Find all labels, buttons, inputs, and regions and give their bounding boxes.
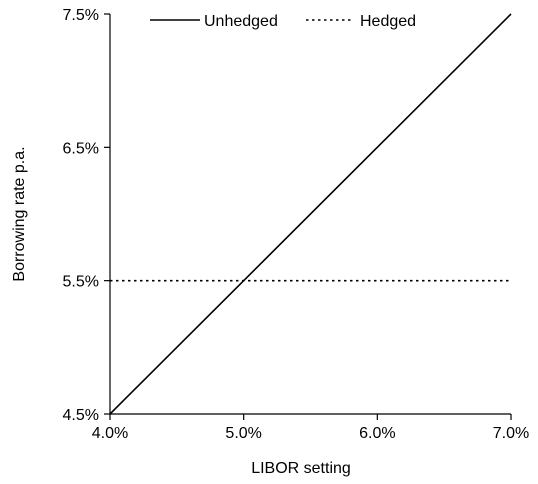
x-axis-label: LIBOR setting: [251, 460, 351, 477]
y-tick-label: 4.5%: [63, 407, 99, 424]
y-tick-label: 6.5%: [63, 140, 99, 157]
legend-label-hedged: Hedged: [360, 13, 416, 30]
series-line-unhedged: [109, 13, 512, 415]
plot-area: [109, 13, 512, 415]
x-tick-label: 5.0%: [225, 425, 261, 442]
y-axis-label: Borrowing rate p.a.: [11, 146, 28, 281]
legend: Unhedged Hedged: [150, 13, 416, 30]
y-ticks: 4.5% 5.5% 6.5% 7.5%: [63, 7, 110, 424]
y-tick-label: 5.5%: [63, 274, 99, 291]
x-tick-label: 4.0%: [92, 425, 128, 442]
y-tick-label: 7.5%: [63, 7, 99, 24]
x-tick-label: 6.0%: [359, 425, 395, 442]
legend-label-unhedged: Unhedged: [204, 13, 278, 30]
x-ticks: 4.0% 5.0% 6.0% 7.0%: [92, 414, 529, 442]
x-tick-label: 7.0%: [493, 425, 529, 442]
